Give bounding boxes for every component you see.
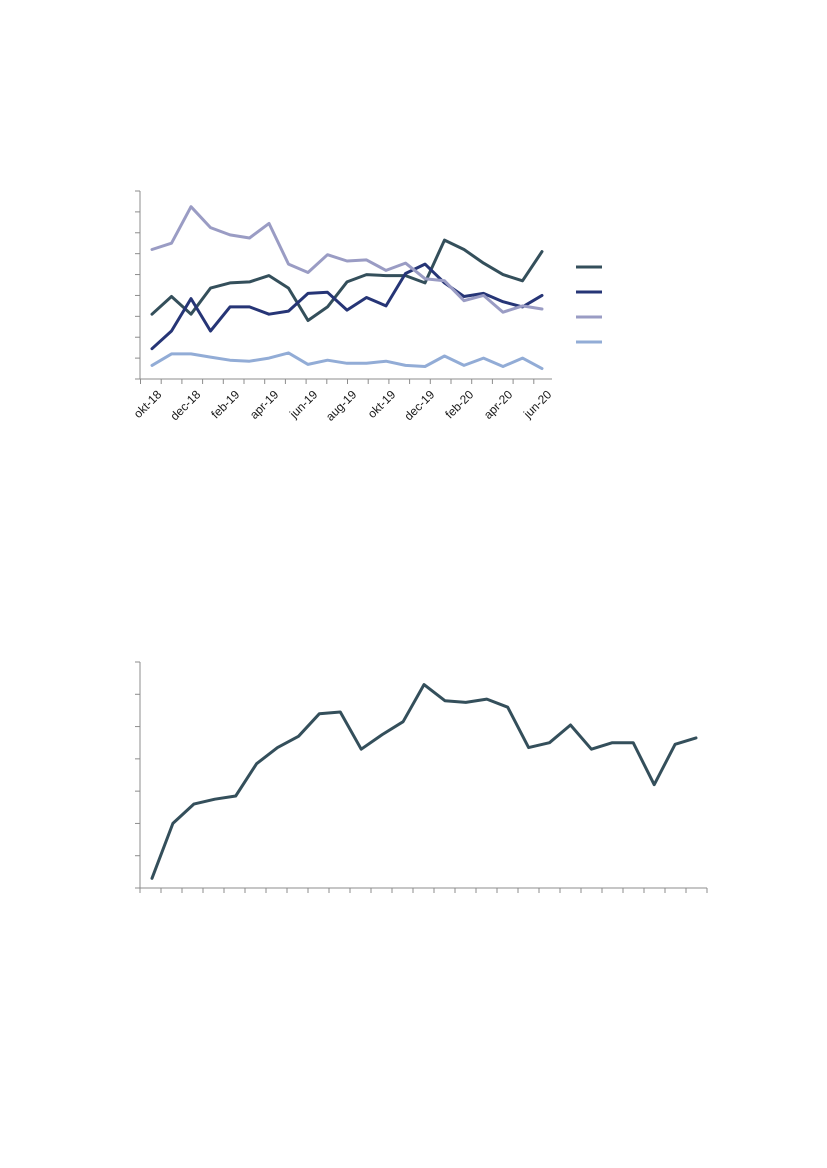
x-tick-label: dec-19 (401, 387, 437, 423)
x-tick-label: feb-19 (208, 387, 242, 421)
x-tick-label: aug-19 (323, 387, 360, 424)
x-tick-label: feb-20 (442, 387, 476, 421)
series-line-2 (150, 262, 544, 351)
x-tick-label: jun-19 (286, 387, 320, 421)
x-tick-label: okt-19 (365, 387, 399, 421)
series-line-4 (150, 351, 544, 371)
x-tick-label: dec-18 (167, 387, 203, 423)
x-tick-label: apr-19 (247, 387, 282, 422)
series-line-3 (150, 205, 544, 314)
x-tick-label: okt-18 (131, 387, 165, 421)
series-line-1 (150, 238, 544, 322)
series-line-chart2-1 (150, 683, 698, 880)
x-tick-label: apr-20 (481, 387, 516, 422)
x-tick-label: jun-20 (520, 387, 554, 421)
